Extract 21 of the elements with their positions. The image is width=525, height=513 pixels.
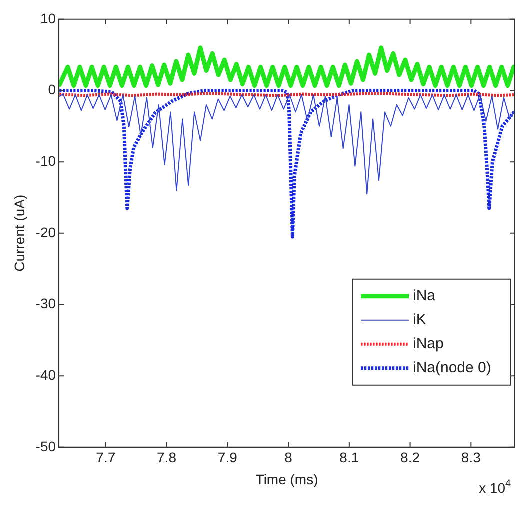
y-tick-label: -50 [36, 438, 56, 454]
legend-label: iNa [413, 288, 436, 305]
x-tick-label: 8.2 [400, 450, 420, 466]
y-tick-label: 10 [40, 10, 56, 26]
legend-label: iK [413, 312, 426, 329]
y-tick-label: -10 [36, 152, 56, 169]
y-tick-label: -30 [36, 296, 56, 312]
line-series [59, 88, 515, 239]
legend-label: iNa(node 0) [413, 360, 492, 377]
x-tick-label: 7.8 [157, 450, 177, 466]
x-tick-label: 8 [284, 450, 293, 466]
x-tick-label: 7.7 [96, 450, 116, 466]
x-tick-label: 8.3 [461, 450, 482, 466]
y-axis-title: Current (uA) [11, 194, 28, 272]
x-tick-label: 8.1 [340, 450, 360, 466]
x-axis-title: Time (ms) [256, 471, 318, 488]
y-tick-label: -20 [36, 224, 56, 240]
x-tick-label: 7.9 [218, 450, 238, 466]
legend-label: iNap [413, 336, 444, 353]
y-tick-label: 0 [48, 82, 56, 98]
y-tick-label: -40 [36, 366, 56, 383]
